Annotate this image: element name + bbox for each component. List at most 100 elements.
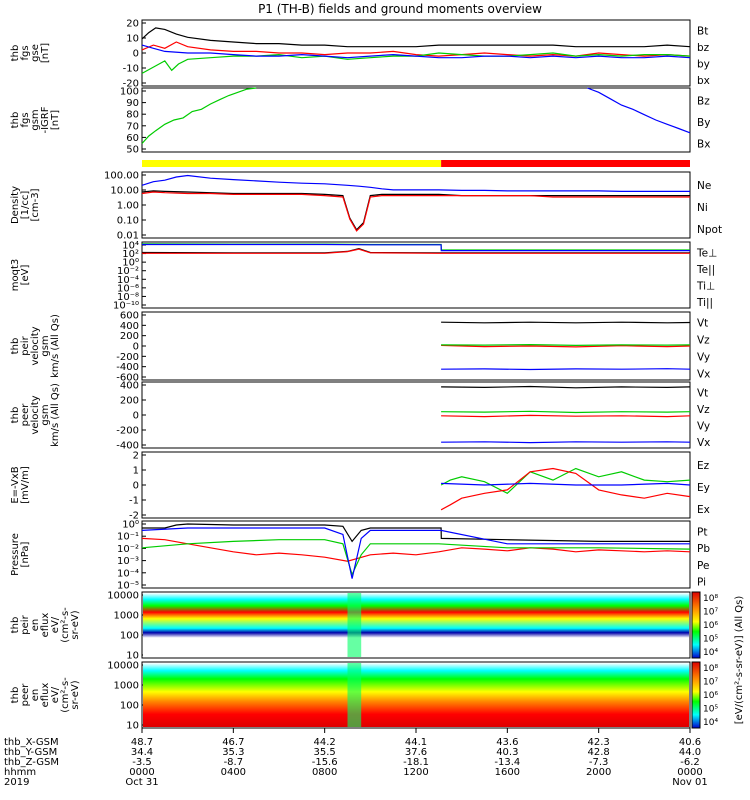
ylabel-line: thb — [10, 112, 21, 129]
y-tick-label: 1000 — [114, 611, 139, 622]
y-tick-label: 90 — [126, 98, 139, 109]
y-tick-label: 0 — [133, 342, 139, 353]
x-axis-value: 40.6 — [679, 737, 701, 748]
y-tick-label: 600 — [120, 311, 139, 322]
ylabel-line: en — [30, 619, 41, 632]
ylabel-line: (cm²-s- — [60, 607, 71, 643]
y-tick-label: 10 — [126, 651, 139, 662]
y-tick-label: 50 — [126, 145, 139, 156]
heatmap-gap — [347, 593, 362, 657]
y-tick-label: 100 — [120, 87, 139, 98]
plot-title: P1 (TH-B) fields and ground moments over… — [258, 2, 542, 16]
ylabel-line: [nPa] — [20, 541, 31, 567]
y-tick-label: 10⁻¹⁰ — [113, 301, 139, 312]
ylabel-line: eflux — [40, 683, 51, 708]
y-tick-label: 10000 — [107, 661, 139, 672]
y-tick-label: 10⁻² — [117, 544, 139, 555]
heatmap-gap — [347, 663, 362, 727]
y-tick-label: 0 — [133, 49, 139, 60]
ylabel-line: [nT] — [40, 43, 51, 63]
colorbar-tick: 10⁵ — [703, 635, 718, 645]
y-tick-label: 20 — [126, 19, 139, 30]
ylabel-line: km/s (All Qs) — [50, 383, 61, 447]
ylabel-line: eflux — [40, 613, 51, 638]
y-tick-label: -400 — [116, 362, 139, 373]
y-tick-label: -10 — [123, 64, 139, 75]
colorbar-tick: 10⁸ — [703, 664, 718, 674]
x-axis-value: 1600 — [495, 767, 520, 778]
date-right: Nov 01 — [672, 777, 707, 788]
ylabel-line: -IGRF — [40, 106, 51, 133]
ylabel-line: [cm-3] — [30, 188, 41, 221]
legend-by: by — [697, 58, 710, 70]
panel-frame-4 — [141, 241, 691, 309]
ylabel-line: gse — [30, 44, 41, 62]
legend-Bz: Bz — [697, 96, 710, 108]
y-tick-label: -20 — [123, 79, 139, 90]
series-line-Vx — [441, 368, 691, 371]
x-axis-value: 46.7 — [222, 737, 244, 748]
panel-frame-6 — [141, 381, 691, 449]
date-left: Oct 31 — [125, 777, 158, 788]
ylabel-line: eV/ — [50, 686, 61, 703]
ylabel-line: km/s (All Qs) — [50, 314, 61, 378]
y-tick-label: 10⁻⁵ — [117, 581, 139, 592]
y-tick-label: 0.01 — [117, 231, 139, 242]
ylabel-line: fgs — [20, 45, 31, 60]
series-line-Pe — [141, 539, 691, 577]
y-tick-label: 10 — [126, 721, 139, 732]
ylabel-line: [mV/m] — [20, 466, 31, 504]
series-line-Vx — [441, 441, 691, 444]
ylabel-line: gsm — [40, 404, 51, 425]
y-tick-label: 10⁰ — [122, 258, 139, 269]
legend-Ez: Ez — [697, 460, 710, 472]
y-tick-label: 10⁻³ — [117, 556, 139, 567]
legend-Ey: Ey — [697, 482, 710, 494]
x-axis-value: 34.4 — [131, 747, 153, 758]
ylabel-line: thb — [10, 45, 21, 62]
y-tick-label: 10.00 — [110, 186, 139, 197]
x-axis-value: -3.5 — [132, 757, 152, 768]
y-tick-label: 200 — [120, 331, 139, 342]
y-tick-label: 10⁻² — [117, 266, 139, 277]
y-tick-label: 100 — [120, 631, 139, 642]
ylabel-line: fgs — [20, 112, 31, 127]
y-tick-label: 10² — [122, 249, 139, 260]
y-tick-label: 80 — [126, 110, 139, 121]
x-axis-value: 35.5 — [314, 747, 336, 758]
mode-bar-segment-0 — [142, 160, 442, 167]
axis-row-label: 2019 — [4, 777, 29, 788]
panel-frame-1 — [141, 87, 691, 153]
y-tick-label: -2 — [129, 511, 139, 522]
axis-row-label: hhmm — [4, 767, 36, 778]
colorbar-tick: 10⁴ — [703, 648, 718, 658]
y-tick-label: 200 — [120, 396, 139, 407]
series-line-Pt — [142, 523, 690, 543]
legend-Vy: Vy — [697, 352, 710, 364]
legend-Te||: Te|| — [696, 264, 715, 276]
legend-By: By — [697, 117, 710, 129]
x-axis-value: 37.6 — [405, 747, 427, 758]
x-axis-value: 0000 — [677, 767, 702, 778]
series-line-bz — [141, 41, 691, 57]
series-line-by — [141, 52, 691, 74]
series-line-Ey — [440, 467, 691, 495]
heatmap-fill — [143, 663, 689, 727]
ylabel-line: peir — [20, 335, 31, 355]
ylabel-line: sr-eV) — [70, 680, 81, 709]
x-axis-value: -18.1 — [403, 757, 429, 768]
ylabel-line: moqt3 — [10, 259, 21, 292]
y-tick-label: -1 — [129, 496, 139, 507]
y-tick-label: 0 — [133, 481, 139, 492]
series-line-Npot — [141, 174, 690, 192]
series-line-Vt — [441, 321, 691, 324]
x-axis-value: 35.3 — [222, 747, 244, 758]
series-line-Ti⊥ — [142, 243, 690, 252]
legend-Bx: Bx — [697, 138, 710, 150]
x-axis-value: -6.2 — [680, 757, 700, 768]
colorbar-tick: 10⁴ — [703, 718, 718, 728]
series-line-Vt — [441, 385, 691, 389]
ylabel-line: gsm — [40, 335, 51, 356]
y-tick-label: -200 — [116, 352, 139, 363]
series-line-Te⊥ — [142, 248, 690, 254]
